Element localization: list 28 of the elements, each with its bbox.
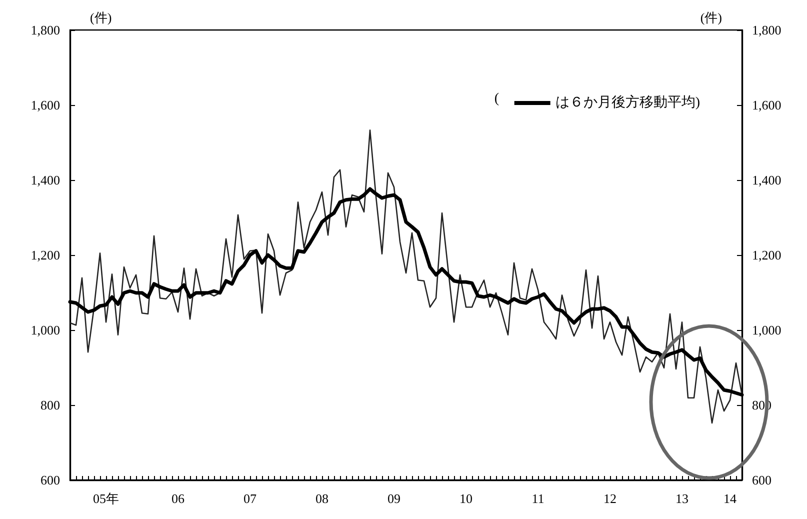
- legend-label: は６か月後方移動平均): [555, 94, 700, 110]
- line-series: [69, 129, 743, 424]
- y-tick-label: 1,000: [30, 322, 60, 338]
- y2-tick-label: 1,400: [752, 172, 782, 188]
- x-tick-label: 09: [388, 491, 400, 506]
- legend-title: (: [494, 92, 500, 106]
- x-tick-label: 05年: [93, 491, 119, 506]
- x-tick-label: 06: [172, 491, 185, 506]
- y2-tick-label: 1,600: [752, 98, 782, 112]
- x-tick-label: 13: [676, 491, 688, 506]
- x-tick-label: 10: [460, 491, 472, 506]
- y-tick-label: 800: [40, 398, 60, 412]
- y2-tick-label: 1,800: [752, 22, 782, 38]
- y2-tick-label: 1,000: [752, 322, 782, 338]
- y-tick-label: 1,600: [30, 98, 60, 112]
- y-axis-title: (件): [90, 10, 112, 25]
- y2-tick-label: 600: [752, 472, 772, 488]
- x-tick-label: 11: [532, 491, 544, 506]
- y-tick-label: 1,800: [30, 22, 60, 38]
- y-tick-label: 1,400: [30, 172, 60, 188]
- x-tick-label: 07: [244, 491, 257, 506]
- y2-tick-label: 1,200: [752, 248, 782, 262]
- x-tick-label: 12: [604, 491, 616, 506]
- y-tick-label: 600: [40, 472, 60, 488]
- y2-axis-title: (件): [700, 10, 722, 25]
- y-tick-label: 1,200: [30, 248, 60, 262]
- x-tick-label: 08: [316, 491, 328, 506]
- x-tick-label: 14: [724, 491, 737, 506]
